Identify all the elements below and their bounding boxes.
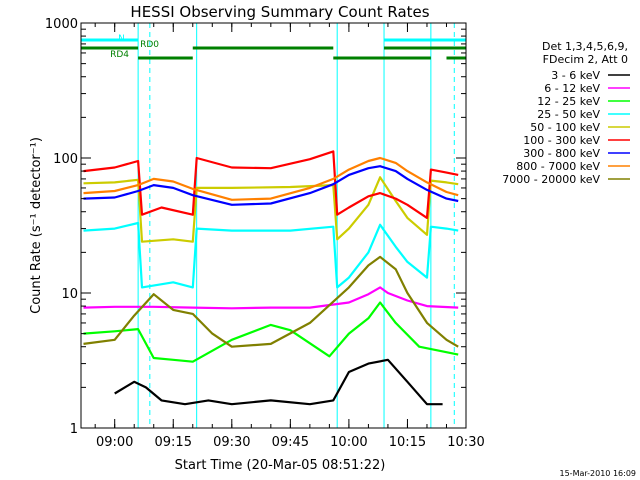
axes: 1 10 100 1000 09:00 09:15 09:30 09:45 10:00 10:15…	[45, 17, 485, 450]
series-line-4	[83, 176, 459, 243]
flag-bars: N RD0 RD4	[81, 34, 466, 60]
x-tick-label-4: 10:00	[330, 435, 367, 450]
legend-label-0: 3 - 6 keV	[551, 69, 600, 82]
x-tick-label-2: 09:30	[213, 435, 250, 450]
vertical-markers	[80, 23, 455, 428]
chart-title: HESSI Observing Summary Count Rates	[130, 3, 429, 21]
series-line-1	[83, 286, 459, 310]
legend-label-3: 25 - 50 keV	[537, 108, 600, 121]
x-tick-label-6: 10:30	[447, 435, 484, 450]
flag-label-2: RD4	[110, 50, 129, 60]
legend: Det 1,3,4,5,6,9,FDecim 2, Att 0 3 - 6 keV…	[502, 40, 630, 186]
legend-label-6: 300 - 800 keV	[523, 147, 600, 160]
x-tick-label-3: 09:45	[272, 435, 309, 450]
legend-label-1: 6 - 12 keV	[544, 82, 600, 95]
series-line-3	[83, 221, 459, 289]
legend-label-7: 800 - 7000 keV	[516, 160, 600, 173]
series-line-2	[83, 301, 459, 363]
legend-label-2: 12 - 25 keV	[537, 95, 600, 108]
flag-label-1: RD0	[140, 40, 159, 50]
legend-label-4: 50 - 100 keV	[530, 121, 600, 134]
legend-label-5: 100 - 300 keV	[523, 134, 600, 147]
x-tick-label-1: 09:15	[155, 435, 192, 450]
legend-header-1: FDecim 2, Att 0	[543, 53, 628, 66]
x-tick-label-5: 10:15	[389, 435, 426, 450]
series-line-7	[83, 156, 459, 201]
x-tick-label-0: 09:00	[96, 435, 133, 450]
series-line-0	[114, 358, 443, 406]
y-tick-label-0: 1	[70, 422, 78, 437]
series-line-5	[83, 150, 459, 219]
series-line-8	[83, 255, 459, 348]
series-line-6	[83, 165, 459, 206]
y-tick-label-1: 10	[61, 287, 78, 302]
flag-label-0: N	[118, 34, 125, 44]
legend-label-8: 7000 - 20000 keV	[502, 173, 600, 186]
y-axis-label: Count Rate (s⁻¹ detector⁻¹)	[29, 137, 44, 314]
timestamp: 15-Mar-2010 16:09	[560, 469, 637, 478]
y-tick-label-3: 1000	[45, 17, 78, 32]
series-group	[83, 150, 459, 406]
legend-header-0: Det 1,3,4,5,6,9,	[542, 40, 628, 53]
y-tick-label-2: 100	[53, 152, 78, 167]
plot-frame	[80, 22, 467, 429]
x-axis-label: Start Time (20-Mar-05 08:51:22)	[175, 458, 386, 473]
